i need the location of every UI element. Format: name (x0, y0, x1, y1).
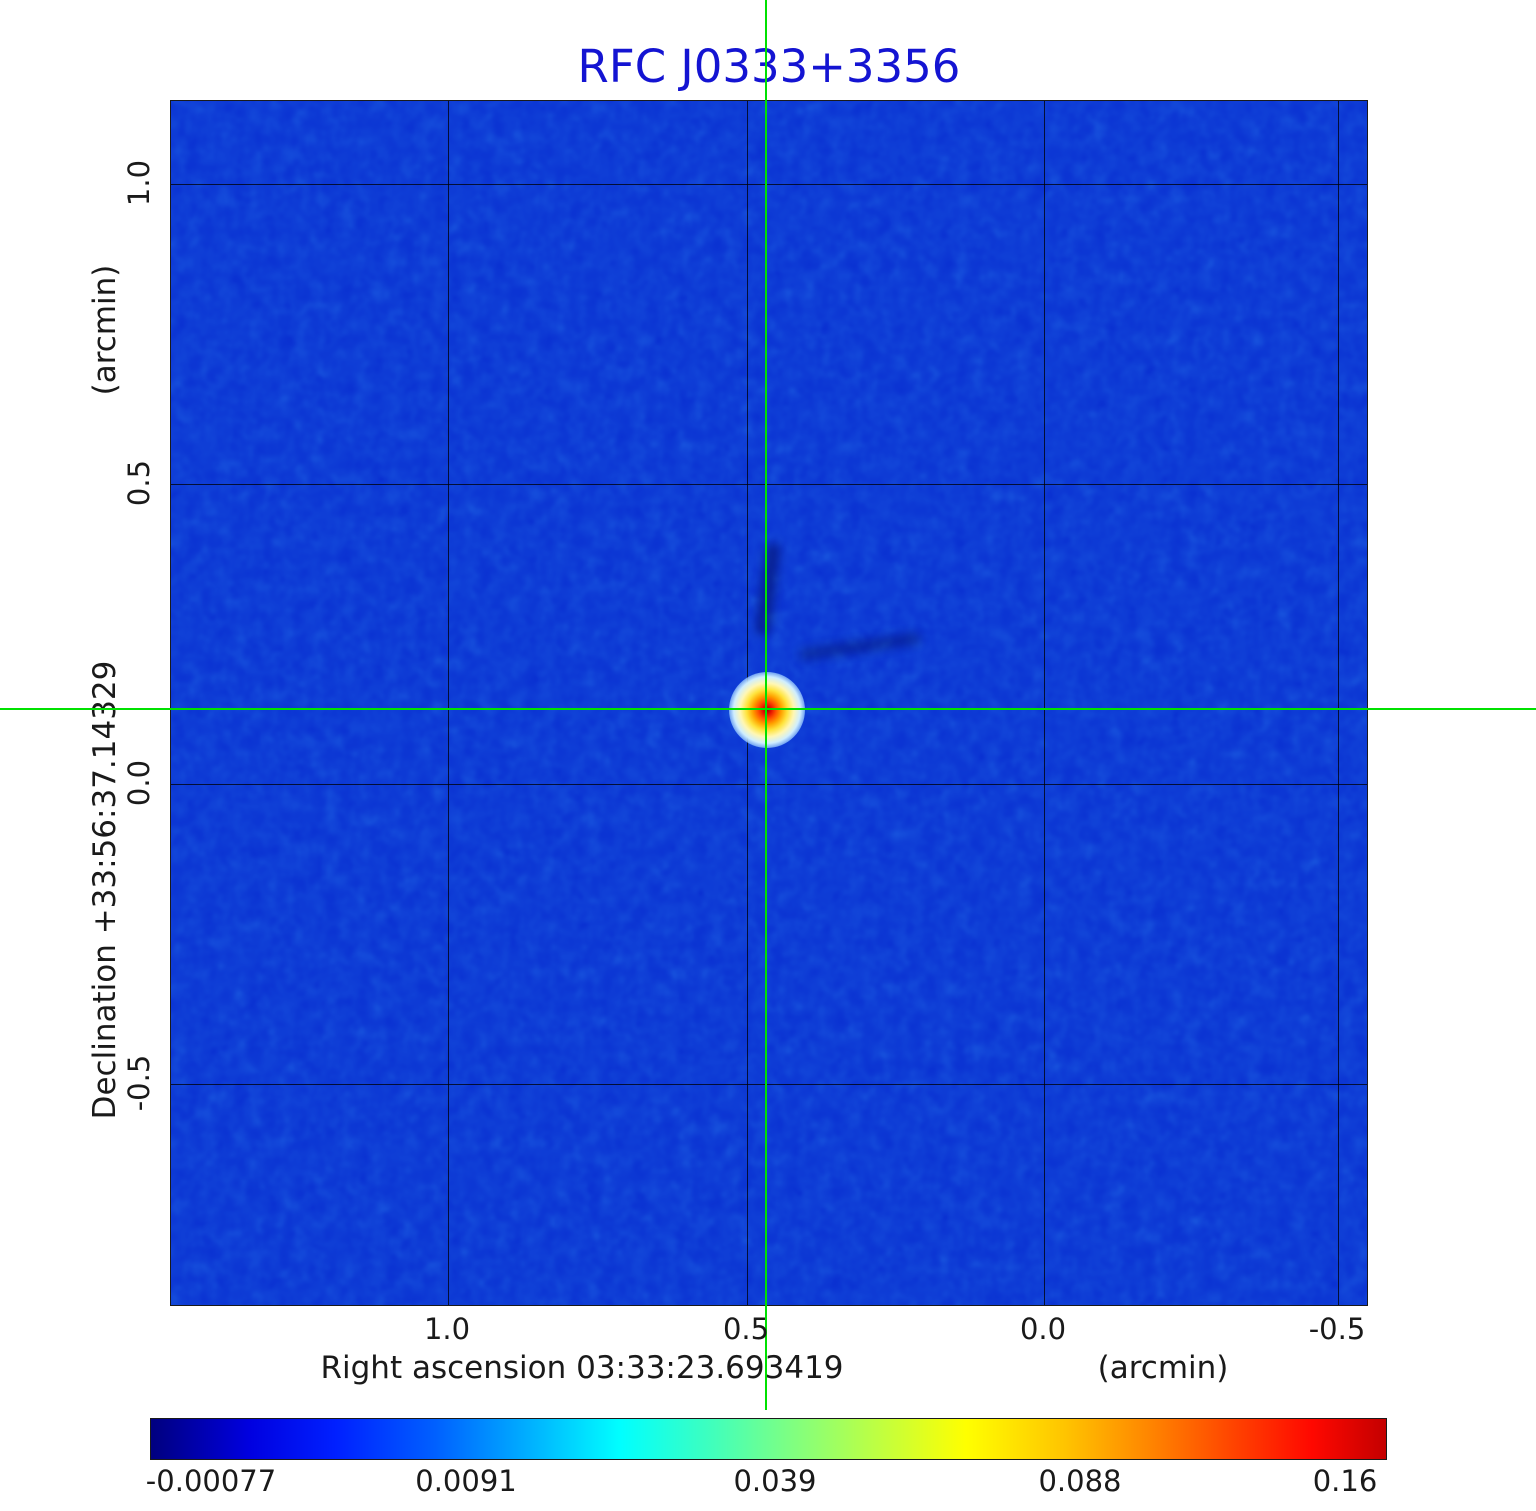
gridline-vertical-neg0.5 (1338, 101, 1339, 1305)
x-axis-label: Right ascension 03:33:23.693419 (320, 1350, 844, 1386)
x-tick-neg0.5: -0.5 (1308, 1312, 1366, 1346)
x-axis-unit-label: (arcmin) (1097, 1350, 1229, 1386)
colorbar-tick-4: 0.088 (1038, 1464, 1122, 1498)
y-tick-0.5: 0.5 (122, 459, 156, 507)
gridline-horizontal-neg0.5 (171, 1084, 1367, 1085)
colorbar-tick-3: 0.039 (733, 1464, 817, 1498)
gridline-horizontal-1.0 (171, 184, 1367, 185)
x-tick-1.0: 1.0 (423, 1312, 471, 1346)
y-axis-unit-label: (arcmin) (87, 264, 123, 396)
sky-image-plot (170, 100, 1368, 1306)
gridline-vertical-0.0 (1044, 101, 1045, 1305)
y-axis-label: Declination +33:56:37.14329 (87, 660, 123, 1120)
crosshair-horizontal-line (0, 708, 1536, 710)
gridline-horizontal-0.0 (171, 784, 1367, 785)
colorbar (150, 1418, 1387, 1460)
colorbar-tick-2: 0.0091 (415, 1464, 517, 1498)
x-tick-0.0: 0.0 (1019, 1312, 1067, 1346)
gridline-horizontal-0.5 (171, 484, 1367, 485)
gridline-vertical-1.0 (448, 101, 449, 1305)
y-tick-0.0: 0.0 (122, 759, 156, 807)
radio-source-peak (729, 672, 805, 748)
colorbar-tick-5: 0.16 (1312, 1464, 1378, 1498)
colorbar-tick-1: -0.00077 (145, 1464, 277, 1498)
y-tick-neg0.5: -0.5 (122, 1054, 156, 1112)
y-tick-1.0: 1.0 (122, 159, 156, 207)
figure-title: RFC J0333+3356 (577, 40, 961, 93)
x-tick-0.5: 0.5 (722, 1312, 770, 1346)
crosshair-vertical-line (765, 0, 767, 1410)
